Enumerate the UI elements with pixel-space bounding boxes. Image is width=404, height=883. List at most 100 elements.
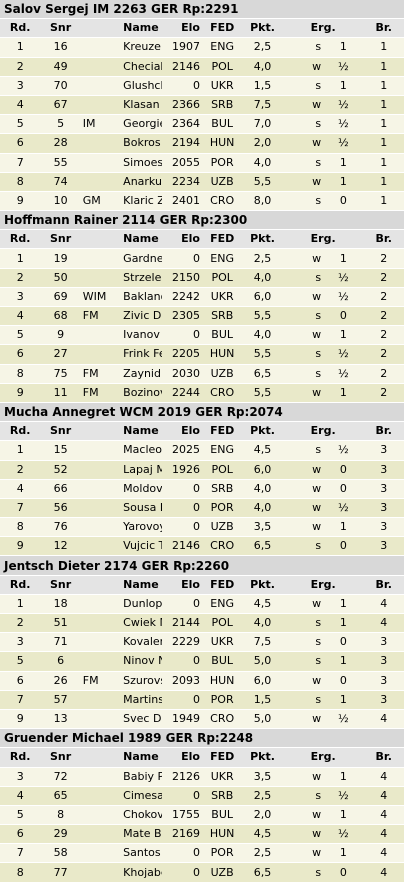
result-cell: 1 bbox=[323, 172, 364, 192]
elo-cell: 0 bbox=[161, 479, 202, 499]
points-cell: 4,0 bbox=[242, 479, 283, 499]
opponent-name-cell: Ivanov Svetoslav bbox=[121, 325, 162, 346]
points-cell: 7,5 bbox=[242, 95, 283, 116]
result-cell: 1 bbox=[323, 37, 364, 58]
round-cell: 9 bbox=[0, 709, 41, 730]
start-number-cell: 50 bbox=[40, 268, 81, 288]
points-cell: 7,5 bbox=[242, 632, 283, 653]
color-cell: s bbox=[282, 268, 324, 288]
header-rd: Rd. bbox=[0, 421, 41, 442]
start-number-cell: 5 bbox=[40, 114, 81, 135]
round-cell: 6 bbox=[0, 133, 41, 154]
color-cell: w bbox=[282, 287, 324, 308]
opponent-name-cell: Martins Daniel bbox=[121, 690, 162, 710]
color-cell: w bbox=[282, 325, 324, 346]
elo-cell: 2366 bbox=[161, 95, 202, 116]
elo-cell: 0 bbox=[161, 651, 202, 672]
result-cell: ½ bbox=[323, 440, 364, 461]
points-cell: 4,0 bbox=[242, 325, 283, 346]
header-erg: Erg. bbox=[282, 18, 364, 39]
round-cell: 3 bbox=[0, 76, 41, 96]
board-cell: 1 bbox=[363, 191, 404, 212]
round-cell: 6 bbox=[0, 671, 41, 691]
elo-cell: 0 bbox=[161, 498, 202, 519]
round-cell: 7 bbox=[0, 690, 41, 710]
result-cell: 0 bbox=[323, 191, 364, 212]
opponent-title-cell bbox=[80, 76, 122, 96]
opponent-name-cell: Bozinovic Bogdan bbox=[121, 383, 162, 403]
start-number-cell: 10 bbox=[40, 191, 81, 212]
elo-cell: 0 bbox=[161, 76, 202, 96]
result-cell: 1 bbox=[323, 325, 364, 346]
points-cell: 1,5 bbox=[242, 76, 283, 96]
elo-cell: 2146 bbox=[161, 536, 202, 557]
header-br: Br. bbox=[363, 575, 404, 595]
points-cell: 6,5 bbox=[242, 536, 283, 557]
color-cell: w bbox=[282, 133, 324, 154]
opponent-name-cell: Baklanova Tatiana bbox=[121, 287, 162, 308]
header-fed: FED bbox=[201, 229, 243, 250]
board-cell: 4 bbox=[363, 613, 404, 634]
opponent-title-cell: IM bbox=[80, 114, 122, 135]
points-cell: 7,0 bbox=[242, 114, 283, 135]
header-fed: FED bbox=[201, 18, 243, 39]
opponent-title-cell bbox=[80, 843, 122, 864]
opponent-name-cell: Vujcic Toni bbox=[121, 536, 162, 557]
opponent-name-cell: Cimesa Rajko bbox=[121, 786, 162, 806]
round-cell: 1 bbox=[0, 248, 41, 269]
header-name: Name bbox=[121, 18, 162, 39]
opponent-title-cell bbox=[80, 172, 122, 192]
elo-cell: 2146 bbox=[161, 57, 202, 77]
board-cell: 3 bbox=[363, 460, 404, 480]
federation-cell: BUL bbox=[201, 651, 243, 672]
federation-cell: UKR bbox=[201, 287, 243, 308]
table-row: 628 Bokros Istvan2194HUN2,0w½1 bbox=[0, 133, 404, 154]
result-cell: 1 bbox=[323, 594, 364, 615]
federation-cell: UKR bbox=[201, 767, 243, 787]
points-cell: 3,5 bbox=[242, 517, 283, 538]
header-pkt: Pkt. bbox=[242, 18, 283, 39]
opponent-title-cell bbox=[80, 805, 122, 826]
header-title-blank bbox=[80, 229, 122, 250]
color-cell: s bbox=[282, 153, 324, 173]
round-cell: 5 bbox=[0, 651, 41, 672]
points-cell: 2,5 bbox=[242, 37, 283, 58]
points-cell: 2,0 bbox=[242, 133, 283, 154]
elo-cell: 2144 bbox=[161, 613, 202, 634]
header-name: Name bbox=[121, 421, 162, 442]
board-cell: 3 bbox=[363, 479, 404, 499]
opponent-title-cell bbox=[80, 651, 122, 672]
color-cell: w bbox=[282, 517, 324, 538]
board-cell: 2 bbox=[363, 268, 404, 288]
column-header-row: Rd. Snr Name Elo FED Pkt. Erg. Br. bbox=[0, 747, 404, 768]
player-title-row: Jentsch Dieter 2174 GER Rp:2260 bbox=[0, 556, 404, 576]
elo-cell: 2401 bbox=[161, 191, 202, 212]
elo-cell: 0 bbox=[161, 594, 202, 615]
opponent-title-cell bbox=[80, 133, 122, 154]
round-cell: 2 bbox=[0, 460, 41, 480]
points-cell: 5,5 bbox=[242, 344, 283, 365]
elo-cell: 2150 bbox=[161, 268, 202, 288]
start-number-cell: 18 bbox=[40, 594, 81, 615]
round-cell: 4 bbox=[0, 95, 41, 116]
opponent-title-cell bbox=[80, 613, 122, 634]
player-block: Salov Sergej IM 2263 GER Rp:2291 Rd. Snr Na… bbox=[0, 0, 404, 212]
elo-cell: 0 bbox=[161, 690, 202, 710]
points-cell: 4,0 bbox=[242, 498, 283, 519]
color-cell: w bbox=[282, 767, 324, 787]
federation-cell: UKR bbox=[201, 76, 243, 96]
opponent-title-cell bbox=[80, 709, 122, 730]
color-cell: w bbox=[282, 498, 324, 519]
opponent-title-cell bbox=[80, 632, 122, 653]
elo-cell: 0 bbox=[161, 325, 202, 346]
result-cell: ½ bbox=[323, 287, 364, 308]
opponent-name-cell: Cwiek Mariusz bbox=[121, 613, 162, 634]
result-cell: 1 bbox=[323, 767, 364, 787]
opponent-name-cell: Lapaj Mateusz bbox=[121, 460, 162, 480]
color-cell: s bbox=[282, 536, 324, 557]
color-cell: s bbox=[282, 632, 324, 653]
result-cell: ½ bbox=[323, 114, 364, 135]
